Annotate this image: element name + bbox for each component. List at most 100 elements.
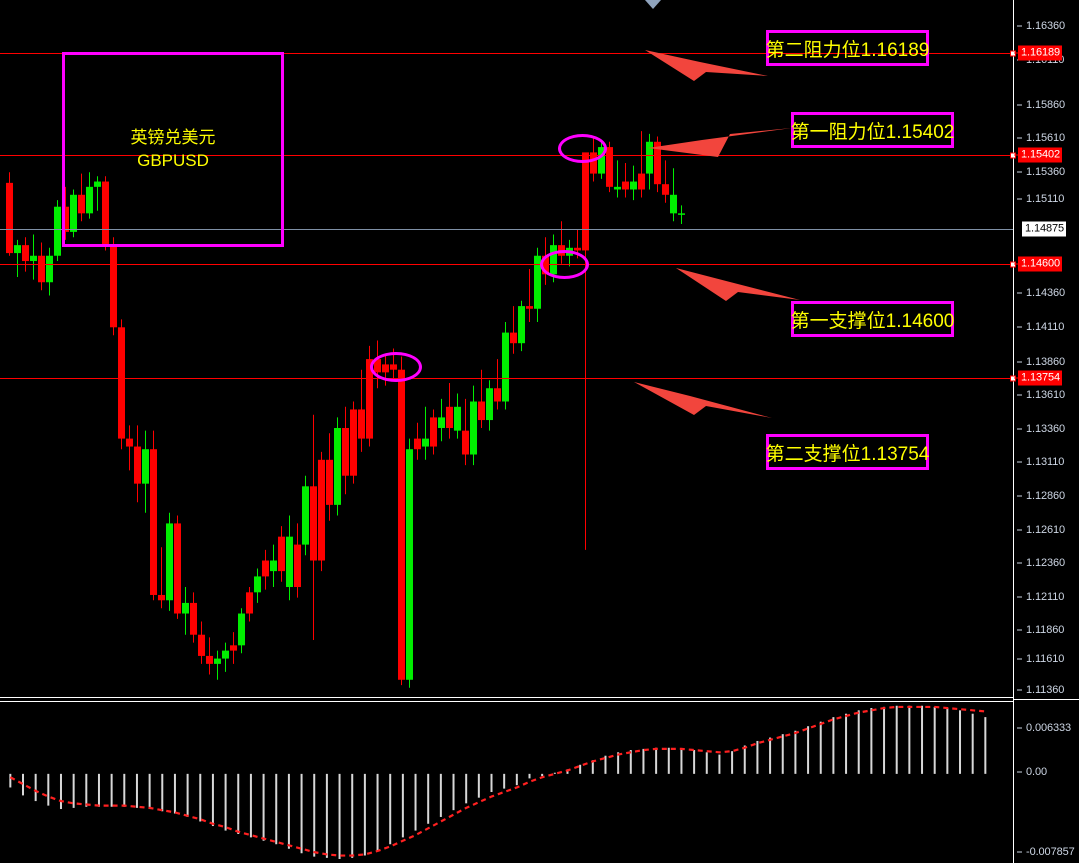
candle-body [462, 430, 469, 455]
candle-body [310, 486, 317, 561]
candle-body [174, 523, 181, 614]
candle-body [438, 417, 445, 429]
candle-body [134, 446, 141, 484]
candle-body [286, 536, 293, 588]
candle-body [166, 523, 173, 601]
axis-tick-label: 1.15610 [1026, 132, 1066, 144]
candle-body [238, 613, 245, 646]
candle-body [398, 369, 405, 680]
indicator-tick-mark [1017, 727, 1022, 729]
candle-body [670, 194, 677, 214]
price-scale-axis[interactable]: 1.163601.161101.158601.156101.153601.151… [1010, 0, 1079, 863]
panel-separator-top [0, 697, 1013, 698]
candle-body [14, 245, 21, 254]
price-badge-support-2[interactable]: 1.13754 [1010, 370, 1063, 386]
axis-tick-mark [1017, 461, 1022, 463]
price-chart-panel[interactable] [0, 0, 1013, 697]
scale-panel-divider [1013, 699, 1079, 700]
level-line-resistance-1 [0, 155, 1013, 156]
candle-body [222, 650, 229, 659]
candle-body [318, 459, 325, 561]
candle-body [430, 417, 437, 447]
level-line-support-2 [0, 378, 1013, 379]
price-badge-resistance-2[interactable]: 1.16189 [1010, 45, 1063, 61]
candle-body [278, 536, 285, 572]
candle-body [574, 247, 581, 251]
candle-body [606, 147, 613, 187]
instrument-label-cn: 英镑兑美元 [130, 127, 216, 147]
axis-tick-label: 1.15860 [1026, 99, 1066, 111]
candle-body [22, 245, 29, 262]
candle-body [230, 645, 237, 651]
axis-tick-mark [1017, 171, 1022, 173]
candle-body [86, 186, 93, 214]
axis-tick-label: 1.13110 [1026, 456, 1065, 468]
support-2-note: 第二支撑位1.13754 [766, 434, 929, 470]
candle-body [118, 327, 125, 439]
current-price-badge[interactable]: 1.14875 [1022, 221, 1067, 237]
candle-body [630, 181, 637, 190]
candle-body [158, 594, 165, 601]
current-price-line [0, 229, 1013, 230]
candle-body [590, 152, 597, 174]
price-badge-resistance-1[interactable]: 1.15402 [1010, 147, 1063, 163]
candle-body [350, 409, 357, 476]
candle-body [254, 576, 261, 593]
axis-tick-mark [1017, 562, 1022, 564]
axis-tick-mark [1017, 137, 1022, 139]
candle-body [302, 486, 309, 545]
axis-tick-label: 1.13860 [1026, 356, 1066, 368]
candle-body [518, 306, 525, 344]
axis-tick-mark [1017, 104, 1022, 106]
candle-body [582, 152, 589, 251]
indicator-tick-label: 0.006333 [1026, 722, 1072, 734]
candle-body [614, 186, 621, 190]
axis-tick-label: 1.12860 [1026, 490, 1066, 502]
axis-tick-label: 1.15110 [1026, 193, 1065, 205]
candle-body [654, 141, 661, 185]
candle-body [150, 449, 157, 595]
candle-body [110, 245, 117, 328]
candle-body [526, 306, 533, 309]
axis-tick-label: 1.16360 [1026, 20, 1066, 32]
candle-body [142, 449, 149, 484]
candle-body [406, 449, 413, 680]
price-badge-support-1[interactable]: 1.14600 [1010, 256, 1063, 272]
candle-body [510, 332, 517, 344]
support-1-note: 第一支撑位1.14600 [791, 301, 954, 337]
resistance-2-note: 第二阻力位1.16189 [766, 30, 929, 66]
macd-indicator-panel[interactable] [0, 702, 1013, 863]
indicator-tick-mark [1017, 771, 1022, 773]
axis-tick-mark [1017, 394, 1022, 396]
candle-body [598, 147, 605, 174]
candle-body [662, 184, 669, 195]
axis-tick-label: 1.15360 [1026, 166, 1066, 178]
candle-body [446, 406, 453, 429]
axis-tick-label: 1.13360 [1026, 423, 1066, 435]
candle-body [270, 560, 277, 572]
level-badge-stub-resistance-1 [1014, 154, 1030, 156]
indicator-tick-label: -0.007857 [1026, 846, 1075, 858]
candle-body [646, 141, 653, 174]
candle-body [334, 428, 341, 505]
axis-tick-label: 1.11610 [1026, 653, 1065, 665]
axis-tick-mark [1017, 629, 1022, 631]
highlight-ellipse-support-1 [540, 250, 589, 279]
macd-signal-line [9, 705, 986, 857]
candle-body [470, 401, 477, 455]
candle-body [414, 438, 421, 450]
candle-body [366, 359, 373, 439]
axis-tick-mark [1017, 495, 1022, 497]
macd-series [9, 705, 987, 859]
panel-separator-bottom [0, 701, 1013, 702]
candle-body [622, 181, 629, 190]
highlight-ellipse-resistance-1 [558, 134, 607, 163]
candle-body [70, 194, 77, 232]
candle-body [678, 213, 685, 215]
chevron-down-icon [645, 0, 661, 9]
candle-body [326, 459, 333, 505]
candle-body [126, 438, 133, 447]
candle-body [30, 255, 37, 262]
axis-tick-label: 1.12360 [1026, 557, 1066, 569]
candle-body [246, 592, 253, 614]
